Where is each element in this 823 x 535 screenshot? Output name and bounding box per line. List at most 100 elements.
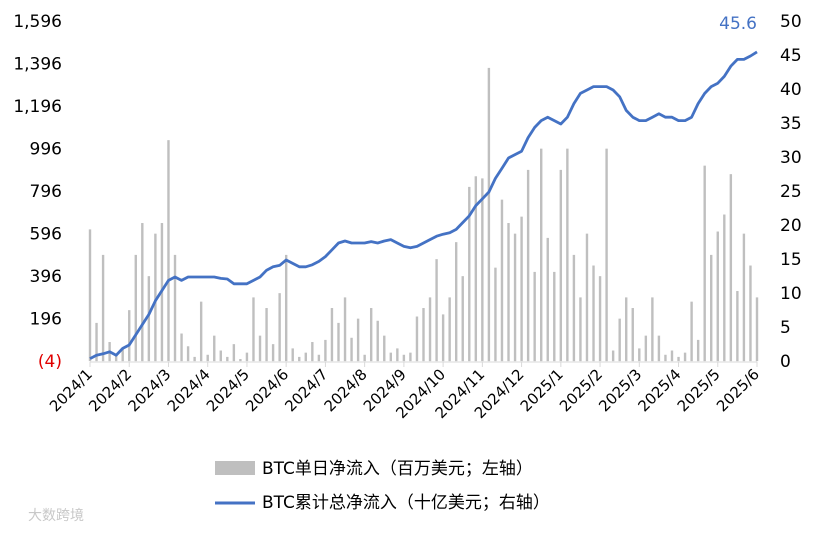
y2-tick-label: 35 [780,114,802,134]
bar [670,350,674,362]
bar [703,165,706,362]
bar [147,276,151,362]
bar [540,148,543,362]
bar [507,223,510,362]
bar [284,254,288,362]
bar [363,354,366,362]
bar [324,339,327,362]
bar [742,233,746,362]
bar [134,254,137,362]
bar [559,169,563,362]
bar [572,254,576,362]
y2-tick-label: 30 [780,148,802,168]
y2-tick-label: 50 [780,12,802,32]
bar [625,297,628,362]
bar [167,140,170,362]
y2-tick-label: 15 [780,250,802,270]
bar [481,178,484,362]
x-tick-label: 2024/5 [203,365,253,415]
annotation: 45.6 [719,14,757,34]
x-tick-label: 2025/1 [517,365,567,415]
bar [723,214,726,362]
bar [265,308,268,362]
y-tick-label: 196 [30,310,62,330]
bar [428,297,432,362]
bar [579,297,582,362]
bar [448,297,451,362]
y-tick-label: 796 [30,182,62,202]
bar [690,301,693,362]
bar [245,352,249,362]
bar [199,301,203,362]
bar [598,276,602,362]
bar [376,320,379,362]
bar [500,199,504,362]
bar [422,308,425,362]
bar [755,297,759,362]
bar [474,176,478,362]
bar [696,339,700,362]
bar [736,291,739,362]
bar [278,293,281,362]
bar [657,335,661,362]
x-tick-label: 2024/7 [281,365,331,415]
bar [605,148,608,362]
bar [677,356,680,362]
x-tick-label: 2025/5 [674,365,724,415]
bar [180,333,183,362]
bar [749,265,752,362]
x-tick-label: 2025/2 [556,365,606,415]
bar [389,352,393,362]
bar [435,259,438,362]
bar [330,308,334,362]
bar [369,308,373,362]
bar [121,348,124,362]
bar [683,352,687,362]
bar [409,352,412,362]
legend-label: BTC累计总净流入（十亿美元；右轴） [262,493,550,513]
bar [252,297,255,362]
x-tick-label: 2024/1 [46,365,96,415]
x-tick-label: 2024/8 [321,365,371,415]
bar [95,322,98,362]
bar [219,350,222,362]
bar [141,223,144,362]
bar [154,233,157,362]
x-tick-label: 2024/4 [164,365,214,415]
bar [350,337,353,362]
bar [441,314,445,362]
bar [526,169,530,362]
bar [239,359,242,362]
bar [533,271,536,362]
bar [396,348,399,362]
bar [258,335,262,362]
y2-tick-label: 25 [780,182,802,202]
y-tick-label: 396 [30,267,62,287]
bar [186,346,190,362]
bar [88,229,92,362]
x-tick-label: 2025/3 [595,365,645,415]
y2-tick-label: 0 [780,352,791,372]
y-tick-label: 596 [30,225,62,245]
bar [631,308,634,362]
bar [291,348,294,362]
y-tick-label: 1,196 [13,97,62,117]
y2-tick-label: 40 [780,80,802,100]
y2-tick-label: 45 [780,46,802,66]
bar [651,297,654,362]
bar [311,342,314,362]
watermark: 大数跨境 [28,508,84,524]
x-tick-label: 2024/6 [242,365,292,415]
bar [546,237,549,362]
bar [114,354,118,362]
bar [454,242,458,362]
bar [729,174,733,362]
bar [271,344,275,362]
bar [664,354,667,362]
bar [716,231,719,362]
x-tick-label: 2024/2 [85,365,135,415]
bar [566,148,569,362]
bar [298,356,301,362]
y-tick-label: 996 [30,140,62,160]
